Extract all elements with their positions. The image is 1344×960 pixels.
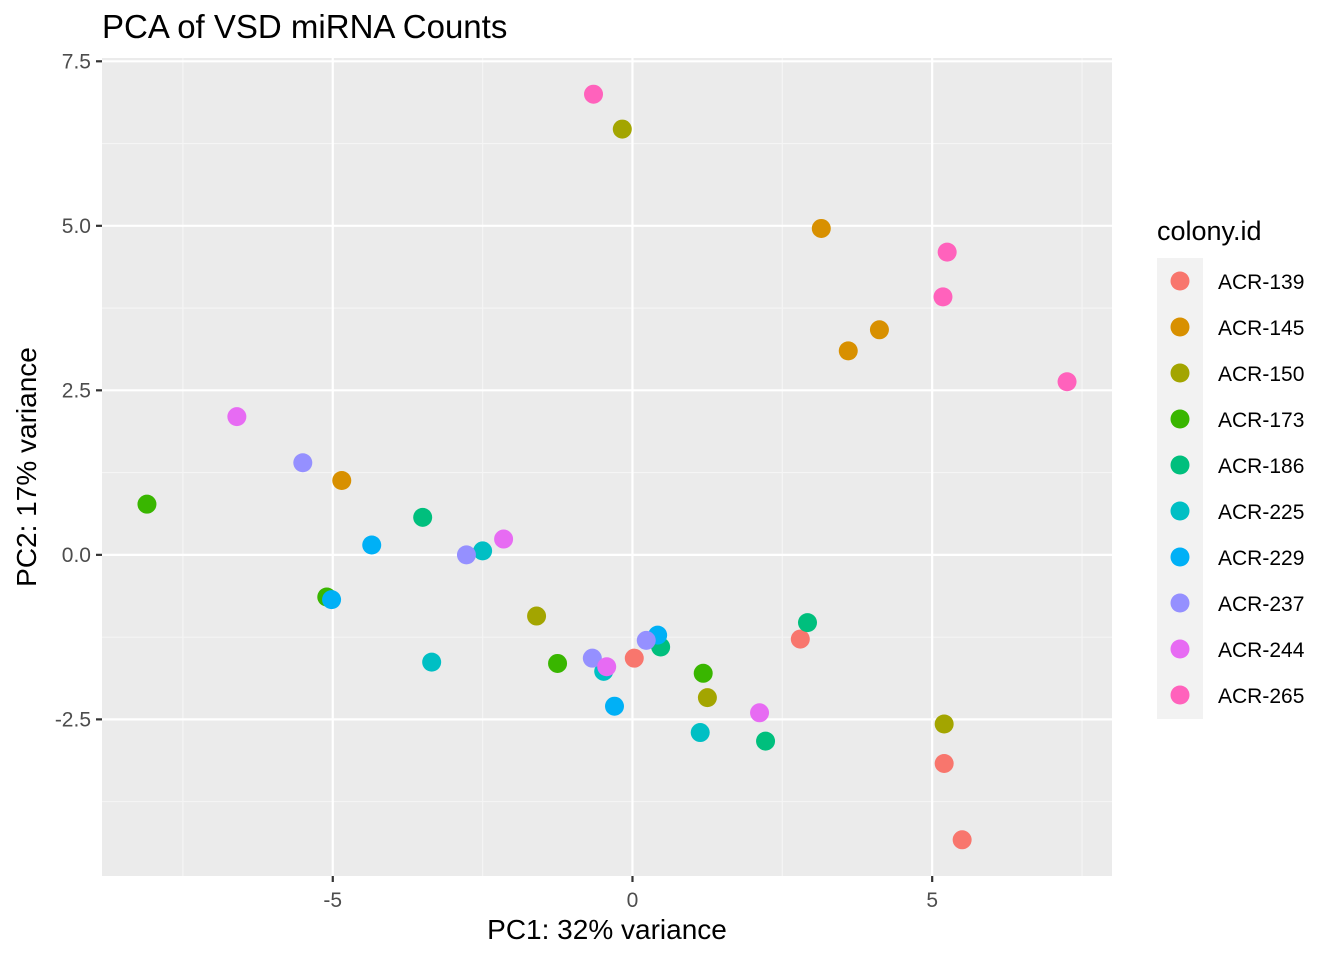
legend-label: ACR-173 bbox=[1218, 409, 1304, 432]
legend-label: ACR-186 bbox=[1218, 455, 1304, 478]
legend-label: ACR-265 bbox=[1218, 685, 1304, 708]
data-point bbox=[473, 541, 493, 561]
legend-label: ACR-244 bbox=[1218, 639, 1305, 662]
data-point bbox=[332, 470, 352, 490]
legend-key-point bbox=[1170, 593, 1190, 613]
data-point bbox=[527, 606, 547, 626]
legend-key-point bbox=[1170, 639, 1190, 659]
data-point bbox=[494, 529, 514, 549]
data-point bbox=[750, 703, 770, 723]
y-axis-title: PC2: 17% variance bbox=[11, 347, 42, 587]
y-tick-label: 7.5 bbox=[62, 50, 91, 73]
x-axis-title: PC1: 32% variance bbox=[487, 914, 727, 945]
data-point bbox=[548, 653, 568, 673]
data-point bbox=[604, 696, 624, 716]
legend-label: ACR-139 bbox=[1218, 271, 1304, 294]
legend-key-point bbox=[1170, 501, 1190, 521]
data-point bbox=[798, 613, 818, 633]
legend-label: ACR-145 bbox=[1218, 317, 1304, 340]
legend-key-point bbox=[1170, 547, 1190, 567]
legend-label: ACR-225 bbox=[1218, 501, 1304, 524]
x-axis: -5 0 5 bbox=[323, 876, 938, 912]
x-tick-label: 5 bbox=[926, 889, 938, 912]
data-point bbox=[811, 218, 831, 238]
legend-key-point bbox=[1170, 685, 1190, 705]
legend-label: ACR-229 bbox=[1218, 547, 1304, 570]
data-point bbox=[756, 731, 776, 751]
data-point bbox=[934, 753, 954, 773]
data-point bbox=[612, 119, 632, 139]
data-point bbox=[456, 545, 476, 565]
data-point bbox=[934, 714, 954, 734]
legend-title: colony.id bbox=[1157, 216, 1262, 246]
legend-key-point bbox=[1170, 409, 1190, 429]
y-axis: -2.5 0.0 2.5 5.0 7.5 bbox=[55, 50, 102, 731]
legend-key-point bbox=[1170, 363, 1190, 383]
legend: colony.id ACR-139 ACR-145 ACR-150 ACR-173 AC… bbox=[1157, 216, 1305, 719]
data-point bbox=[869, 320, 889, 340]
data-point bbox=[838, 341, 858, 361]
legend-key-point bbox=[1170, 455, 1190, 475]
data-point bbox=[362, 535, 382, 555]
data-point bbox=[322, 590, 342, 610]
data-point bbox=[137, 494, 157, 514]
data-point bbox=[413, 507, 433, 527]
legend-key-point bbox=[1170, 317, 1190, 337]
data-point bbox=[1057, 372, 1077, 392]
legend-label: ACR-237 bbox=[1218, 593, 1304, 616]
data-point bbox=[293, 453, 313, 473]
data-point bbox=[790, 629, 810, 649]
legend-label: ACR-150 bbox=[1218, 363, 1304, 386]
data-point bbox=[952, 830, 972, 850]
x-tick-label: -5 bbox=[323, 889, 342, 912]
data-points bbox=[137, 84, 1077, 850]
data-point bbox=[584, 84, 604, 104]
y-tick-label: 2.5 bbox=[62, 379, 91, 402]
data-point bbox=[636, 630, 656, 650]
data-point bbox=[624, 648, 644, 668]
data-point bbox=[597, 657, 617, 677]
data-point bbox=[933, 287, 953, 307]
data-point bbox=[697, 688, 717, 708]
y-tick-label: 0.0 bbox=[62, 544, 91, 567]
data-point bbox=[690, 723, 710, 743]
legend-key-point bbox=[1170, 271, 1190, 291]
data-point bbox=[693, 663, 713, 683]
data-point bbox=[227, 407, 247, 427]
chart-title: PCA of VSD miRNA Counts bbox=[102, 8, 507, 45]
x-tick-label: 0 bbox=[627, 889, 639, 912]
y-tick-label: 5.0 bbox=[62, 215, 91, 238]
plot-panel bbox=[102, 58, 1112, 876]
data-point bbox=[582, 648, 602, 668]
data-point bbox=[937, 242, 957, 262]
y-tick-label: -2.5 bbox=[55, 708, 91, 731]
data-point bbox=[422, 652, 442, 672]
